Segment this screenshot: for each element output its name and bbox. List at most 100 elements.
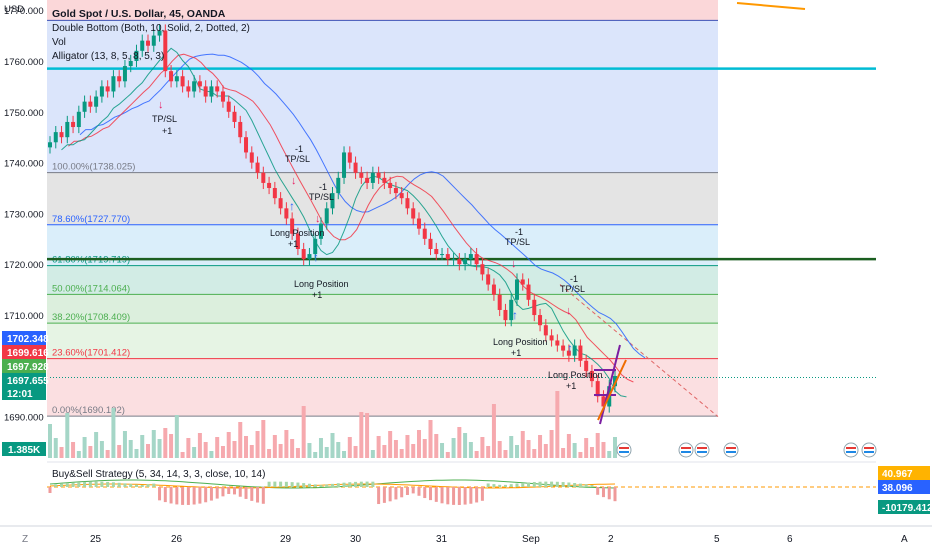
osc-bar: [377, 487, 381, 505]
candle-body: [295, 233, 300, 249]
osc-bar: [394, 487, 398, 500]
volume-bar: [538, 435, 543, 458]
price-tag: 1697.655: [7, 376, 49, 387]
long-entry-arrow: ↑: [512, 308, 518, 322]
indicator-vol[interactable]: Vol: [52, 37, 66, 48]
volume-bar: [261, 420, 266, 458]
candle-body: [65, 121, 70, 138]
us-flag-stripe: [681, 451, 691, 453]
us-flag-stripe: [846, 447, 856, 449]
osc-bar: [134, 484, 138, 487]
osc-bar: [158, 487, 162, 501]
fib-label-4: 38.20%(1708.409): [52, 312, 130, 323]
osc-bar: [573, 483, 577, 487]
volume-bar: [318, 438, 323, 458]
candle-body: [105, 86, 110, 92]
symbol-title[interactable]: Gold Spot / U.S. Dollar, 45, OANDA: [52, 8, 226, 20]
exit-label: TP/SL: [560, 284, 585, 294]
y-tick-label: 1750.000: [4, 108, 44, 119]
volume-bar: [111, 408, 116, 458]
candle-body: [180, 76, 185, 87]
osc-bar: [509, 484, 513, 487]
us-flag-stripe: [697, 447, 707, 449]
exit-label: TP/SL: [505, 237, 530, 247]
candle-body: [411, 208, 416, 219]
volume-bar: [359, 412, 364, 458]
volume-bar: [382, 445, 387, 458]
osc-bar: [83, 481, 87, 487]
exit-result: -1: [570, 274, 578, 284]
candle-body: [445, 254, 450, 260]
us-flag-icon: [861, 442, 877, 458]
candle-body: [422, 228, 427, 239]
osc-bar: [429, 487, 433, 501]
osc-bar: [267, 481, 271, 487]
osc-bar: [181, 487, 185, 505]
us-flag-stripe: [619, 451, 629, 453]
us-flag-stripe: [846, 451, 856, 453]
osc-bar: [152, 483, 156, 487]
candle-body: [480, 264, 485, 275]
volume-bar: [422, 439, 427, 458]
volume-bar: [307, 443, 312, 458]
candle-body: [549, 335, 554, 341]
osc-bar: [111, 482, 115, 487]
osc-bar: [365, 481, 369, 487]
osc-bar: [469, 487, 473, 504]
volume-bar: [393, 440, 398, 458]
indicator-alligator[interactable]: Alligator (13, 8, 5, 8, 5, 3): [52, 51, 164, 62]
long-entry-arrow: ↑: [289, 199, 295, 213]
candle-body: [261, 172, 266, 183]
osc-bar: [106, 481, 110, 487]
osc-bar: [590, 485, 594, 487]
volume-bar: [313, 452, 318, 458]
volume-bar: [53, 438, 58, 458]
candle-body: [318, 223, 323, 239]
volume-bar: [88, 446, 93, 458]
oscillator-title[interactable]: Buy&Sell Strategy (5, 34, 14, 3, 3, clos…: [52, 469, 265, 480]
candle-body: [128, 60, 133, 67]
volume-bar: [94, 432, 99, 458]
volume-tag: 1.385K: [8, 445, 41, 456]
candle-body: [486, 274, 491, 285]
candle-body: [538, 315, 543, 326]
long-position-result: +1: [511, 348, 521, 358]
volume-bar: [180, 452, 185, 458]
volume-bar: [607, 451, 612, 458]
exit-arrow: ↓: [566, 305, 572, 317]
volume-bar: [376, 436, 381, 458]
candle-body: [589, 370, 594, 382]
osc-bar: [250, 487, 254, 501]
volume-bar: [514, 445, 519, 458]
indicator-double-bottom[interactable]: Double Bottom (Both, 10, Solid, 2, Dotte…: [52, 23, 250, 34]
candle-body: [301, 248, 306, 260]
candle-body: [111, 76, 116, 92]
osc-bar: [561, 482, 565, 487]
osc-bar: [284, 481, 288, 487]
candle-body: [220, 91, 225, 102]
candle-body: [578, 345, 583, 361]
trade-annotations: ↑Long Position+1↑Long Position+1↑Long Po…: [152, 99, 877, 458]
osc-bar: [65, 483, 69, 487]
volume-bars: [48, 391, 617, 458]
candle-body: [48, 142, 52, 148]
osc-bar: [296, 482, 300, 487]
x-tick-label: A: [901, 534, 908, 545]
candles[interactable]: [48, 24, 617, 413]
volume-bar: [561, 448, 566, 458]
volume-bar: [486, 446, 491, 458]
osc-bar: [342, 482, 346, 487]
exit-result: -1: [515, 227, 523, 237]
volume-bar: [209, 451, 214, 458]
candle-body: [238, 121, 243, 138]
x-left-marker: Z: [22, 534, 28, 545]
y-tick-label: 1760.000: [4, 57, 44, 68]
volume-bar: [526, 440, 531, 458]
volume-bar: [463, 433, 468, 458]
osc-bar: [198, 487, 202, 504]
osc-bar: [498, 484, 502, 487]
volume-bar: [169, 434, 174, 458]
price-tag: 1702.348: [7, 334, 49, 345]
candle-body: [365, 177, 370, 183]
